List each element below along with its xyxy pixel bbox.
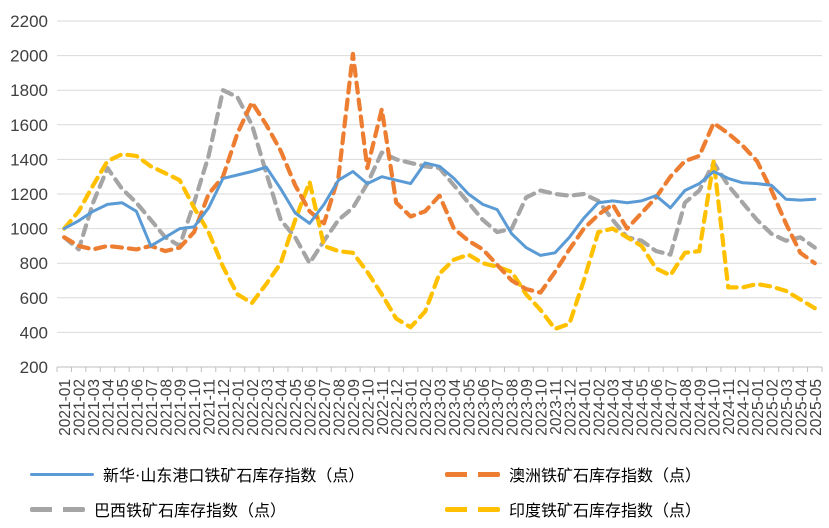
x-tick-label: 2021-04 <box>101 379 118 436</box>
x-tick-label: 2021-07 <box>144 379 161 436</box>
x-tick-label: 2023-07 <box>490 379 507 436</box>
y-tick-label: 1400 <box>10 150 48 169</box>
x-tick-label: 2023-11 <box>548 379 565 435</box>
y-tick-label: 800 <box>20 254 48 273</box>
x-tick-label: 2023-08 <box>505 379 522 436</box>
x-tick-label: 2021-01 <box>57 379 74 436</box>
x-tick-label: 2024-06 <box>649 379 666 436</box>
y-tick-label: 200 <box>20 358 48 377</box>
legend-label-india: 印度铁矿石库存指数（点） <box>509 503 702 520</box>
legend-swatch-australia <box>445 471 500 477</box>
x-tick-label: 2025-03 <box>779 379 796 436</box>
y-tick-label: 1000 <box>10 220 48 239</box>
y-tick-label: 1800 <box>10 81 48 100</box>
x-tick-label: 2022-03 <box>259 379 276 436</box>
x-tick-label: 2023-05 <box>461 379 478 436</box>
x-tick-label: 2021-06 <box>129 379 146 436</box>
legend-item-shandong: 新华·山东港口铁矿石库存指数（点） <box>30 462 445 486</box>
x-tick-label: 2021-12 <box>216 379 233 436</box>
x-tick-label: 2023-04 <box>447 379 464 436</box>
x-tick-label: 2024-09 <box>692 379 709 436</box>
y-tick-label: 1600 <box>10 116 48 135</box>
y-tick-label: 1200 <box>10 185 48 204</box>
legend-swatch-india <box>445 506 500 512</box>
x-tick-label: 2022-07 <box>317 379 334 436</box>
series-line-0 <box>62 161 817 257</box>
x-tick-label: 2022-11 <box>375 379 392 435</box>
series-lines <box>62 51 817 331</box>
x-tick-label: 2021-02 <box>72 379 89 436</box>
series-line-1 <box>62 51 817 295</box>
x-tick-label: 2021-08 <box>158 379 175 436</box>
legend-item-brazil: 巴西铁矿石库存指数（点） <box>30 497 445 521</box>
y-tick-label: 400 <box>20 323 48 342</box>
x-tick-label: 2023-02 <box>418 379 435 436</box>
x-tick-label: 2022-12 <box>389 379 406 436</box>
x-axis <box>56 366 823 372</box>
x-tick-label: 2021-05 <box>115 379 132 436</box>
x-tick-label: 2021-10 <box>187 379 204 436</box>
y-tick-label: 2000 <box>10 47 48 66</box>
legend-label-shandong: 新华·山东港口铁矿石库存指数（点） <box>103 468 365 485</box>
x-tick-label: 2024-01 <box>577 379 594 436</box>
x-tick-label: 2022-10 <box>360 379 377 436</box>
legend-swatch-shandong <box>30 472 94 476</box>
x-tick-label: 2022-02 <box>245 379 262 436</box>
x-tick-label: 2024-12 <box>736 379 753 436</box>
x-tick-label: 2024-11 <box>721 379 738 435</box>
legend-item-australia: 澳洲铁矿石库存指数（点） <box>445 462 701 486</box>
legend-item-india: 印度铁矿石库存指数（点） <box>445 497 701 521</box>
x-tick-label: 2025-02 <box>764 379 781 436</box>
x-tick-label: 2023-06 <box>476 379 493 436</box>
x-tick-label: 2024-07 <box>663 379 680 436</box>
x-tick-label: 2025-05 <box>808 379 825 436</box>
legend-label-brazil: 巴西铁矿石库存指数（点） <box>94 503 287 520</box>
x-tick-label: 2023-03 <box>433 379 450 436</box>
y-tick-label: 2200 <box>10 12 48 31</box>
x-tick-label: 2025-04 <box>793 379 810 436</box>
x-tick-label: 2023-12 <box>562 379 579 436</box>
x-tick-label: 2021-11 <box>202 379 219 435</box>
x-tick-label: 2023-10 <box>534 379 551 436</box>
x-tick-label: 2025-01 <box>750 379 767 436</box>
x-tick-label: 2023-09 <box>519 379 536 436</box>
x-tick-label: 2021-09 <box>173 379 190 436</box>
x-tick-label: 2024-08 <box>678 379 695 436</box>
x-axis-labels: 2021-012021-022021-032021-042021-052021-… <box>57 379 825 436</box>
y-axis-labels: 200 400 600 800 1000 1200 1400 1600 1800 2000 2200 <box>10 12 48 377</box>
y-tick-label: 600 <box>20 289 48 308</box>
x-tick-label: 2024-05 <box>635 379 652 436</box>
x-tick-label: 2022-04 <box>274 379 291 436</box>
x-tick-label: 2022-08 <box>331 379 348 436</box>
legend-swatch-brazil <box>30 506 85 512</box>
x-tick-label: 2022-05 <box>288 379 305 436</box>
x-tick-label: 2022-09 <box>346 379 363 436</box>
series-line-3 <box>62 152 817 331</box>
x-tick-label: 2023-01 <box>404 379 421 436</box>
x-tick-label: 2024-03 <box>606 379 623 436</box>
x-tick-label: 2024-04 <box>620 379 637 436</box>
chart-legend: 新华·山东港口铁矿石库存指数（点） 澳洲铁矿石库存指数（点） 巴西铁矿石库存指数… <box>30 462 701 521</box>
legend-label-australia: 澳洲铁矿石库存指数（点） <box>509 468 702 485</box>
x-tick-label: 2024-02 <box>591 379 608 436</box>
x-tick-label: 2021-03 <box>86 379 103 436</box>
x-tick-label: 2022-06 <box>303 379 320 436</box>
x-tick-label: 2022-01 <box>230 379 247 436</box>
x-tick-label: 2024-10 <box>707 379 724 436</box>
